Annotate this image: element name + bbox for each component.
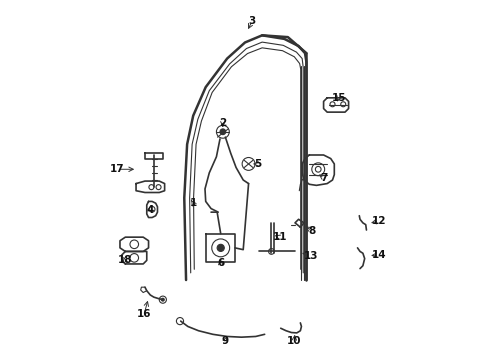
Text: 10: 10 [287, 336, 301, 346]
Text: 4: 4 [147, 205, 154, 215]
Circle shape [220, 129, 226, 135]
Text: 6: 6 [217, 258, 224, 268]
Circle shape [161, 298, 164, 301]
Text: 16: 16 [137, 309, 151, 319]
Text: 12: 12 [372, 216, 386, 226]
Text: 7: 7 [320, 173, 328, 183]
Text: 13: 13 [303, 251, 318, 261]
Text: 15: 15 [331, 93, 346, 103]
Text: 11: 11 [272, 232, 287, 242]
Text: 17: 17 [110, 164, 125, 174]
Text: 2: 2 [219, 118, 226, 128]
Text: 14: 14 [371, 250, 386, 260]
Text: 9: 9 [222, 336, 229, 346]
Text: 18: 18 [118, 255, 132, 265]
Text: 8: 8 [309, 226, 316, 236]
Text: 5: 5 [255, 159, 262, 169]
Circle shape [217, 244, 224, 251]
Text: 1: 1 [190, 198, 197, 208]
Text: 3: 3 [248, 16, 256, 26]
